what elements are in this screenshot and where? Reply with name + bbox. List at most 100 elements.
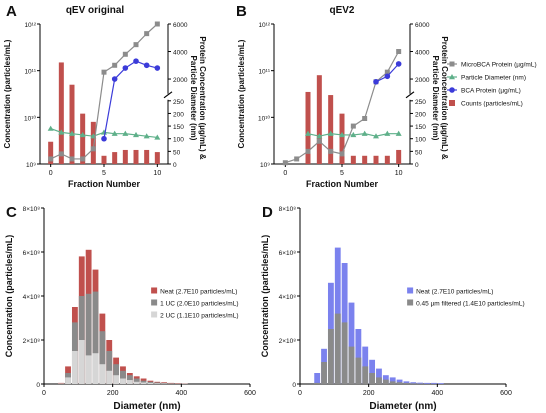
y-left-tick-label: 10¹¹: [258, 69, 270, 76]
legend-label: 2 UC (1.1E10 particles/mL): [160, 312, 238, 319]
x-axis-label: Fraction Number: [68, 179, 141, 189]
microbca-point: [122, 51, 128, 57]
histogram-bar: [410, 383, 417, 384]
histogram-bar: [314, 373, 321, 384]
microbca-point: [112, 62, 118, 68]
x-tick-label: 5: [340, 170, 344, 177]
axis-break-mark: [163, 91, 173, 99]
y-left-tick-label: 10¹⁰: [24, 114, 36, 122]
microbca-point: [328, 148, 334, 154]
panel-a-letter: A: [6, 3, 17, 20]
count-bar: [112, 152, 118, 164]
y-left-tick-label: 10⁹: [26, 162, 36, 169]
histogram-bar: [382, 379, 389, 384]
count-bar: [122, 149, 128, 164]
x-axis-label: Diameter (nm): [369, 401, 436, 412]
histogram-bar: [140, 382, 147, 384]
legend-label: MicroBCA Protein (µg/mL): [461, 62, 537, 69]
legend-swatch: [151, 299, 158, 306]
top-legend: MicroBCA Protein (µg/mL) Particle Diamete…: [447, 61, 537, 108]
count-bar: [350, 155, 356, 164]
histogram-bar: [314, 382, 321, 384]
y-right-axis-label-line2: Particle Diameter (nm): [431, 56, 440, 141]
y-tick-label: 8×10⁸: [23, 206, 41, 213]
histogram-bar: [389, 381, 396, 384]
panel-a-title: qEV original: [66, 5, 125, 16]
microbca-point: [282, 160, 288, 166]
bca-point: [133, 58, 139, 64]
histogram-bar: [147, 382, 154, 384]
panel-b-letter: B: [236, 3, 247, 20]
bca-point: [384, 73, 391, 80]
histogram-bar: [120, 370, 126, 384]
bca-point: [143, 62, 150, 69]
legend-label: Counts (particles/mL): [461, 101, 523, 108]
legend-circle-marker: [449, 87, 455, 93]
count-bar: [48, 141, 54, 164]
count-bar: [384, 155, 390, 164]
histogram-bar: [99, 331, 106, 384]
histogram-bar: [369, 359, 376, 384]
y-left-axis-label: Concentration (particles/mL): [3, 39, 12, 148]
count-bar: [144, 149, 150, 164]
histogram-bar: [92, 353, 99, 384]
microbca-point: [90, 146, 96, 152]
microbca-point: [48, 156, 54, 162]
count-bar: [316, 75, 322, 164]
y-left-tick-label: 10¹¹: [24, 69, 36, 76]
histogram-bar: [410, 382, 417, 384]
y-right-tick-label: 200: [173, 111, 184, 118]
diameter-point: [395, 130, 402, 136]
y-tick-label: 4×10⁸: [279, 294, 297, 301]
histogram-bar: [65, 377, 71, 384]
count-bar: [80, 113, 86, 164]
count-bar: [339, 113, 345, 164]
diameter-point: [111, 130, 118, 136]
y-right-tick-label: 4000: [415, 50, 430, 57]
microbca-point: [144, 31, 150, 37]
legend-bar-marker: [449, 100, 455, 106]
microbca-point: [80, 156, 86, 162]
microbca-point: [339, 151, 345, 157]
bca-line: [103, 60, 158, 139]
y-tick-label: 8×10⁸: [279, 206, 297, 213]
microbca-point: [350, 123, 356, 129]
diameter-point: [373, 133, 379, 139]
histogram-bar: [376, 368, 382, 384]
microbca-point: [305, 148, 311, 154]
y-right-tick-label: 100: [173, 137, 184, 144]
histogram-bar: [403, 381, 410, 384]
x-tick-label: 0: [49, 170, 53, 177]
histogram-bar: [389, 377, 396, 384]
x-tick-label: 5: [102, 170, 106, 177]
histogram-bar: [120, 378, 126, 384]
x-tick-label: 0: [42, 390, 46, 397]
panel-d-chart: 0 2×10⁸ 4×10⁸ 6×10⁸ 8×10⁸ 0 200 400 600 Diameter …: [260, 206, 525, 412]
panel-c-letter: C: [6, 204, 17, 221]
y-right-tick-label: 2000: [173, 77, 188, 84]
microbca-point: [133, 42, 139, 48]
diameter-point: [58, 129, 65, 135]
y-right-tick-label: 6000: [173, 22, 188, 29]
y-right-tick-label: 50: [415, 149, 423, 156]
y-tick-label: 4×10⁸: [23, 294, 41, 301]
histogram-bar: [362, 346, 369, 384]
bca-point: [122, 65, 129, 71]
x-tick-label: 200: [363, 390, 375, 397]
diameter-point: [69, 130, 75, 136]
histogram-bar: [154, 383, 161, 384]
axis-break-mark: [405, 91, 415, 99]
y-tick-label: 6×10⁸: [23, 250, 41, 257]
legend-label: Neat (2.7E10 particles/mL): [416, 288, 493, 295]
histogram-bar: [417, 382, 424, 384]
y-axis-label: Concentration (particles/mL): [260, 235, 270, 358]
x-tick-label: 400: [175, 390, 187, 397]
y-right-tick-label: 100: [415, 137, 426, 144]
microbca-point: [316, 138, 322, 144]
legend-label: 1 UC (2.0E10 particles/mL): [160, 300, 238, 307]
y-axis-label: Concentration (particles/mL): [4, 235, 14, 358]
histogram-bar: [99, 364, 106, 384]
legend-label: Particle Diameter (nm): [461, 75, 526, 82]
x-tick-label: 200: [107, 390, 119, 397]
